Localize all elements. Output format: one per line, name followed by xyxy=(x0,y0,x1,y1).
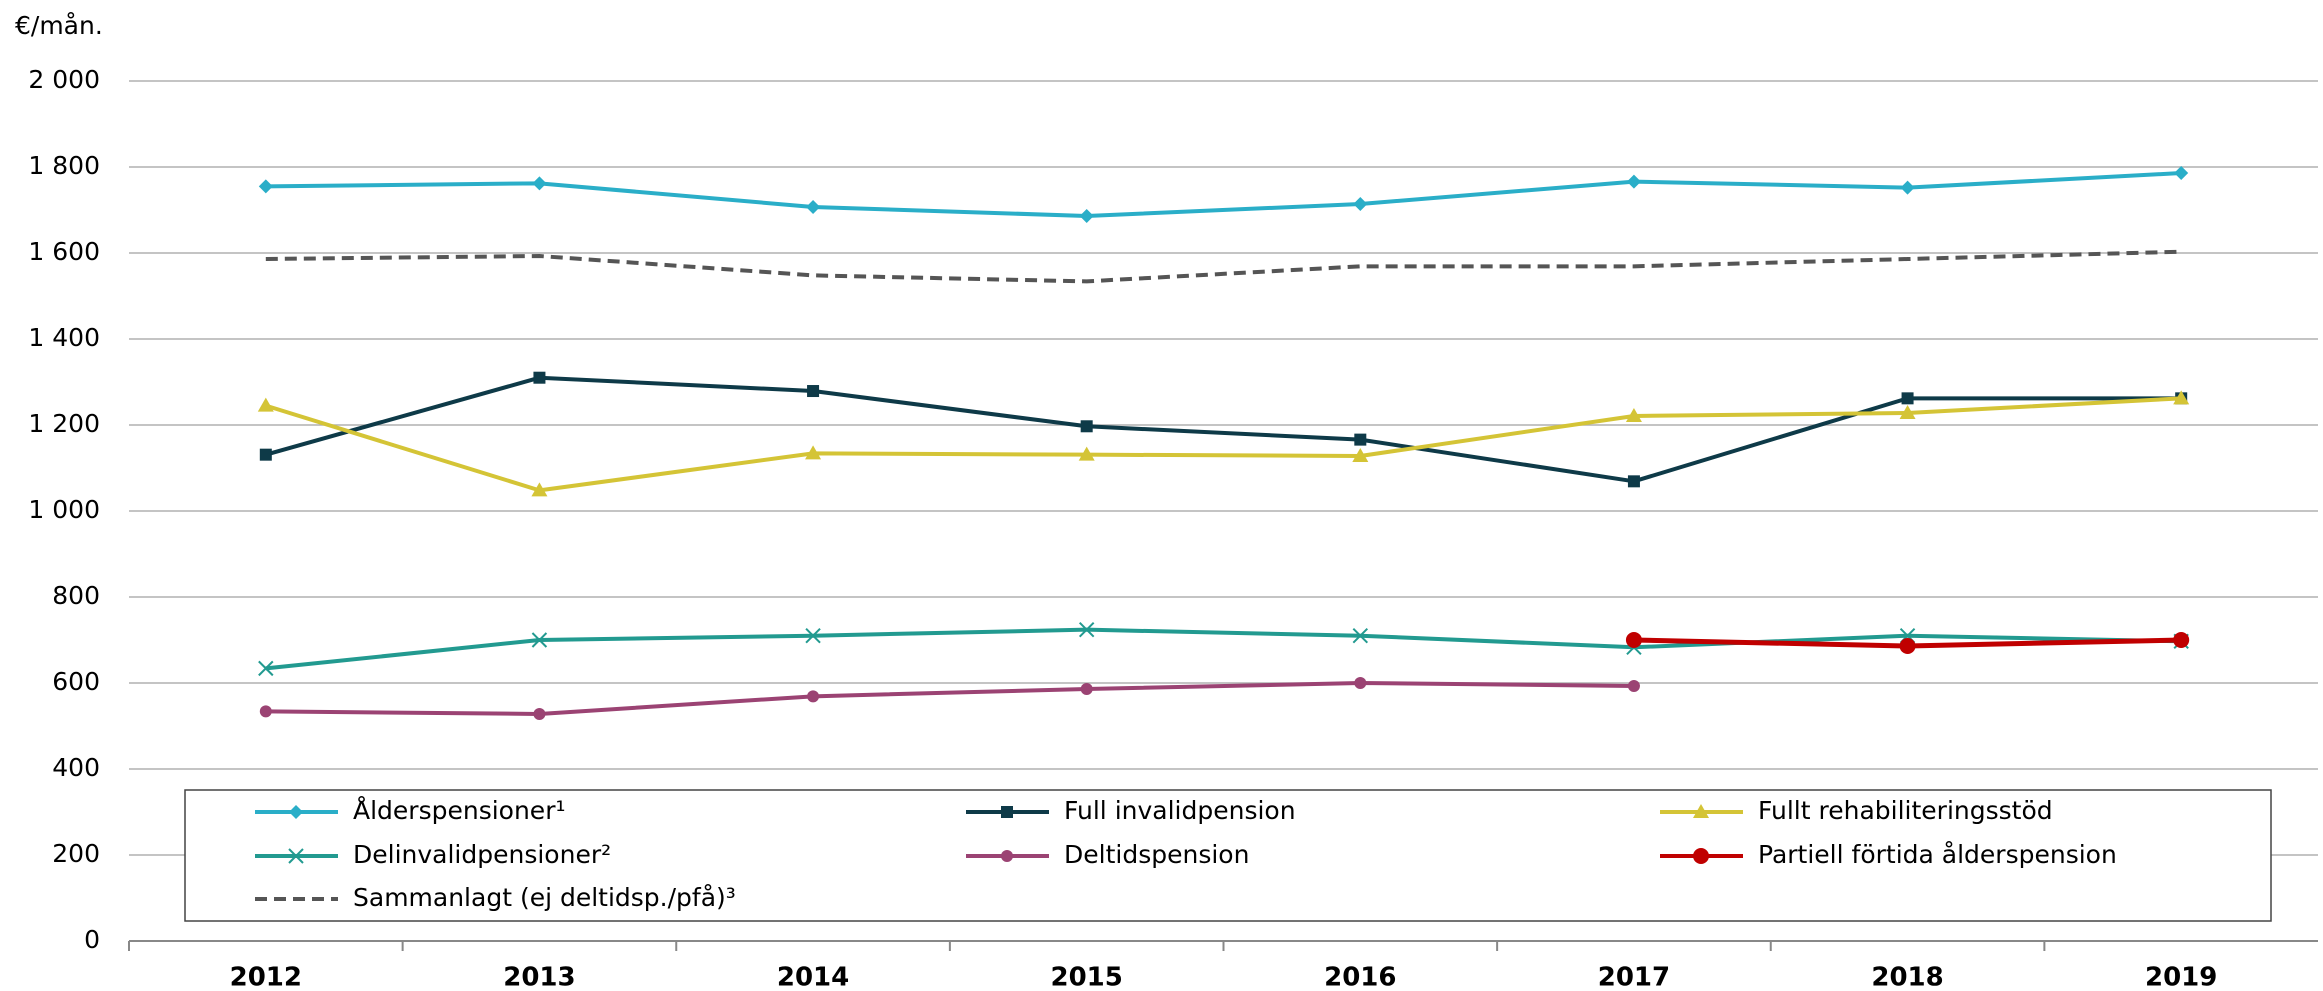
marker xyxy=(288,848,304,864)
x-tick-label: 2016 xyxy=(1324,963,1396,991)
marker xyxy=(1078,446,1095,461)
y-tick-label: 1 400 xyxy=(28,323,100,352)
x-tick-label: 2017 xyxy=(1598,963,1670,991)
marker xyxy=(1899,638,1916,655)
marker xyxy=(1901,392,1914,405)
marker xyxy=(531,482,548,497)
x-tick-label: 2014 xyxy=(777,963,849,991)
legend-label: Fullt rehabiliteringsstöd xyxy=(1758,796,2053,825)
y-tick-label: 1 000 xyxy=(28,495,100,524)
legend-label: Delinvalidpensioner² xyxy=(353,840,611,869)
x-tick-label: 2012 xyxy=(230,963,302,991)
marker xyxy=(1079,209,1094,224)
marker xyxy=(807,385,820,398)
marker xyxy=(1693,804,1709,818)
legend-label: Deltidspension xyxy=(1064,840,1249,869)
marker xyxy=(1693,848,1709,864)
marker xyxy=(1353,196,1368,211)
y-tick-label: 200 xyxy=(52,839,100,868)
legend-box xyxy=(184,789,2272,922)
marker xyxy=(1078,621,1095,638)
legend-label: Full invalidpension xyxy=(1064,796,1296,825)
marker xyxy=(1900,180,1915,195)
marker xyxy=(1001,850,1013,862)
marker xyxy=(1899,404,1916,419)
legend-label: Ålderspensioner¹ xyxy=(353,796,566,825)
marker xyxy=(1354,677,1367,689)
series-line xyxy=(265,249,2182,284)
x-tick-label: 2013 xyxy=(503,963,575,991)
marker xyxy=(533,371,546,384)
marker xyxy=(1352,447,1369,462)
series-line xyxy=(265,627,2182,671)
marker xyxy=(2173,390,2190,405)
y-tick-label: 1 200 xyxy=(28,409,100,438)
series-line xyxy=(265,681,1634,716)
marker xyxy=(257,397,274,412)
marker xyxy=(258,660,274,677)
marker xyxy=(807,690,820,703)
marker xyxy=(1080,683,1093,696)
marker xyxy=(805,627,821,644)
marker xyxy=(1625,407,1642,422)
series-line xyxy=(265,396,2182,493)
marker xyxy=(1001,806,1013,818)
marker xyxy=(2173,632,2190,648)
marker xyxy=(805,445,822,460)
y-tick-label: 400 xyxy=(52,753,100,782)
marker xyxy=(259,705,272,718)
marker xyxy=(1626,174,1641,189)
x-tick-label: 2018 xyxy=(1871,963,1943,991)
y-tick-label: 800 xyxy=(52,581,100,610)
marker xyxy=(1354,433,1367,446)
series-line xyxy=(265,375,2182,484)
marker xyxy=(1352,627,1369,644)
marker xyxy=(259,448,272,461)
marker xyxy=(532,176,547,191)
marker xyxy=(2174,166,2189,181)
marker xyxy=(1080,420,1093,433)
marker xyxy=(1627,475,1640,488)
legend-label: Partiell förtida ålderspension xyxy=(1758,840,2117,869)
y-tick-label: 600 xyxy=(52,667,100,696)
marker xyxy=(258,179,273,194)
x-tick-label: 2015 xyxy=(1051,963,1123,991)
marker xyxy=(533,707,546,720)
marker xyxy=(531,632,548,648)
y-tick-label: 1 600 xyxy=(28,237,100,266)
y-unit-label: €/mån. xyxy=(15,11,103,40)
marker xyxy=(806,199,821,214)
marker xyxy=(1627,680,1640,693)
x-tick-label: 2019 xyxy=(2145,963,2217,991)
legend-label: Sammanlagt (ej deltidsp./pfå)³ xyxy=(353,883,736,912)
series-line xyxy=(265,171,2182,219)
y-tick-label: 2 000 xyxy=(28,65,100,94)
marker xyxy=(289,805,303,819)
y-tick-label: 0 xyxy=(84,925,100,954)
marker xyxy=(1625,632,1642,648)
y-tick-label: 1 800 xyxy=(28,151,100,180)
